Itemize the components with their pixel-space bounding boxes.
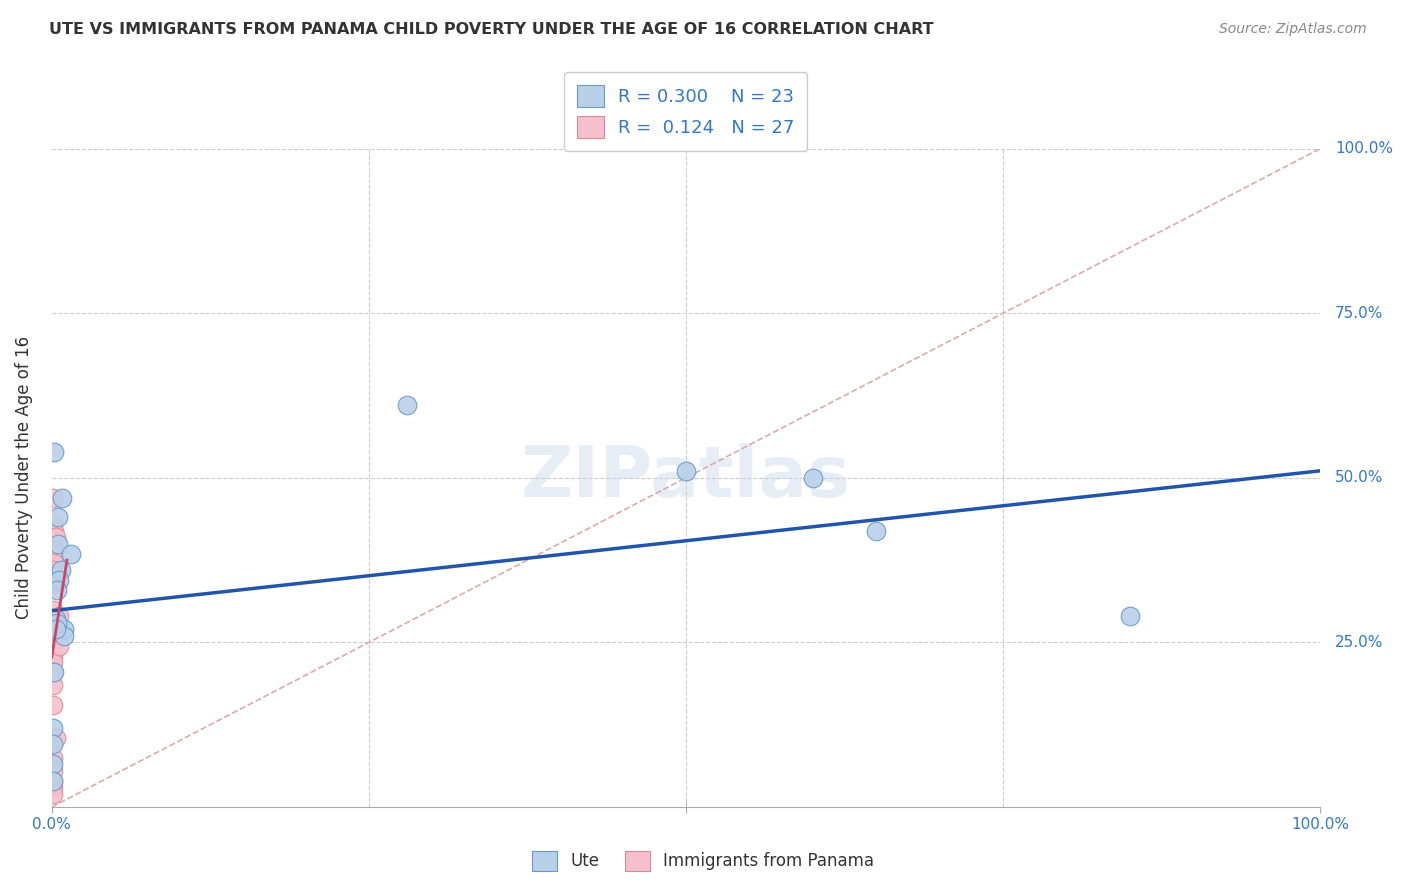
Point [46,537,69,551]
Legend: R = 0.300    N = 23, R =  0.124   N = 27: R = 0.300 N = 23, R = 0.124 N = 27 [564,72,807,151]
Point [801,471,824,485]
Point [42,721,65,735]
Point [42,698,65,712]
Point [42,738,65,752]
Point [42,787,65,801]
Point [42,655,65,669]
Point [865,524,887,538]
Point [46,622,69,636]
Point [45,622,67,636]
Point [675,464,697,478]
Point [42,491,65,505]
Point [53,622,76,636]
Point [45,615,67,630]
Point [44,524,66,538]
Point [49,563,72,577]
Point [48,639,70,653]
Point [46,632,69,647]
Text: Source: ZipAtlas.com: Source: ZipAtlas.com [1219,22,1367,37]
Point [51,491,73,505]
Text: ZIPatlas: ZIPatlas [520,443,851,512]
Point [44,444,66,458]
Point [42,773,65,788]
Point [1118,609,1140,624]
Point [45,731,67,745]
Point [44,665,66,679]
Point [48,573,70,587]
Point [42,764,65,778]
Text: 25.0%: 25.0% [1336,635,1384,650]
Point [45,612,67,626]
Point [45,582,67,597]
Text: 100.0%: 100.0% [1336,141,1393,156]
Point [44,543,66,558]
Point [42,622,65,636]
Point [48,609,70,624]
Text: UTE VS IMMIGRANTS FROM PANAMA CHILD POVERTY UNDER THE AGE OF 16 CORRELATION CHAR: UTE VS IMMIGRANTS FROM PANAMA CHILD POVE… [49,22,934,37]
Point [44,530,66,544]
Point [42,773,65,788]
Point [42,516,65,531]
Legend: Ute, Immigrants from Panama: Ute, Immigrants from Panama [524,842,882,880]
Point [42,750,65,764]
Point [42,780,65,795]
Point [42,563,65,577]
Point [45,530,67,544]
Point [42,635,65,649]
Point [42,665,65,679]
Point [59,547,82,561]
Point [42,602,65,616]
Text: 50.0%: 50.0% [1336,470,1384,485]
Point [42,757,65,772]
Y-axis label: Child Poverty Under the Age of 16: Child Poverty Under the Age of 16 [15,336,32,619]
Point [53,629,76,643]
Point [44,557,66,571]
Point [42,576,65,591]
Point [42,678,65,692]
Point [42,648,65,663]
Point [395,399,418,413]
Text: 75.0%: 75.0% [1336,306,1384,321]
Point [46,510,69,524]
